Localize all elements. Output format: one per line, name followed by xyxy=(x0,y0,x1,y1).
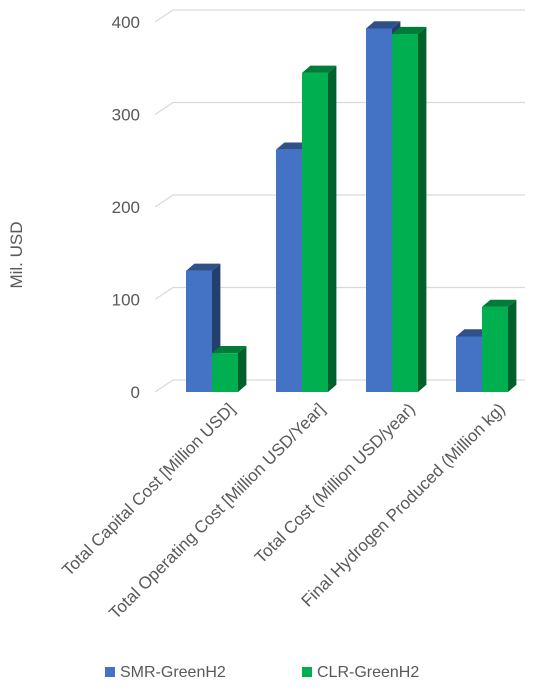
y-tick-label: 400 xyxy=(112,13,140,32)
gridline xyxy=(154,101,525,115)
bar-clr-greenh2-1 xyxy=(302,65,337,393)
legend-item: SMR-GreenH2 xyxy=(105,664,226,681)
bar-front xyxy=(482,306,508,392)
bar-top xyxy=(302,65,337,73)
legend-item: CLR-GreenH2 xyxy=(302,664,419,681)
y-tick-label: 200 xyxy=(112,198,140,217)
gridline xyxy=(154,194,525,208)
bar-top xyxy=(212,345,247,354)
bar-top xyxy=(276,142,311,150)
legend-label: SMR-GreenH2 xyxy=(120,664,226,681)
bar-side xyxy=(328,65,337,393)
bar-front xyxy=(186,270,212,392)
y-axis-label: Mil. USD xyxy=(7,221,26,288)
bar-side xyxy=(238,345,247,392)
legend-swatch xyxy=(302,667,312,677)
bars xyxy=(186,21,517,393)
bar-clr-greenh2-2 xyxy=(392,26,427,393)
bar-top xyxy=(186,263,221,271)
y-tick-label: 0 xyxy=(131,383,140,402)
bar-top xyxy=(392,26,427,35)
bar-front xyxy=(366,28,392,392)
y-tick-label: 100 xyxy=(112,291,140,310)
bar-front xyxy=(302,72,328,392)
bar-side xyxy=(418,26,427,392)
legend-swatch xyxy=(105,667,115,677)
x-tick-label: Total Cost (Million USD/year) xyxy=(251,399,419,567)
bar-side xyxy=(508,299,517,392)
y-tick-label: 300 xyxy=(112,106,140,125)
bar-top xyxy=(366,21,401,29)
y-axis-ticks: 0 100 200 300 400 xyxy=(112,13,140,402)
legend: SMR-GreenH2 CLR-GreenH2 xyxy=(105,664,419,681)
bar-top xyxy=(482,299,517,307)
x-tick-label: Total Capital Cost [Million USD] xyxy=(58,399,238,579)
legend-label: CLR-GreenH2 xyxy=(317,664,419,681)
bar-clr-greenh2-3 xyxy=(482,299,517,392)
x-tick-label: Final Hydrogen Produced (Million kg) xyxy=(298,399,509,610)
gridline xyxy=(154,9,525,23)
bar-front xyxy=(456,336,482,392)
x-axis-ticks: Total Capital Cost [Million USD]Total Op… xyxy=(58,399,508,622)
bar-front xyxy=(212,353,238,392)
bar-front xyxy=(392,34,418,393)
bar-top xyxy=(456,329,491,337)
bar-clr-greenh2-0 xyxy=(212,345,247,392)
bar-front xyxy=(276,149,302,392)
